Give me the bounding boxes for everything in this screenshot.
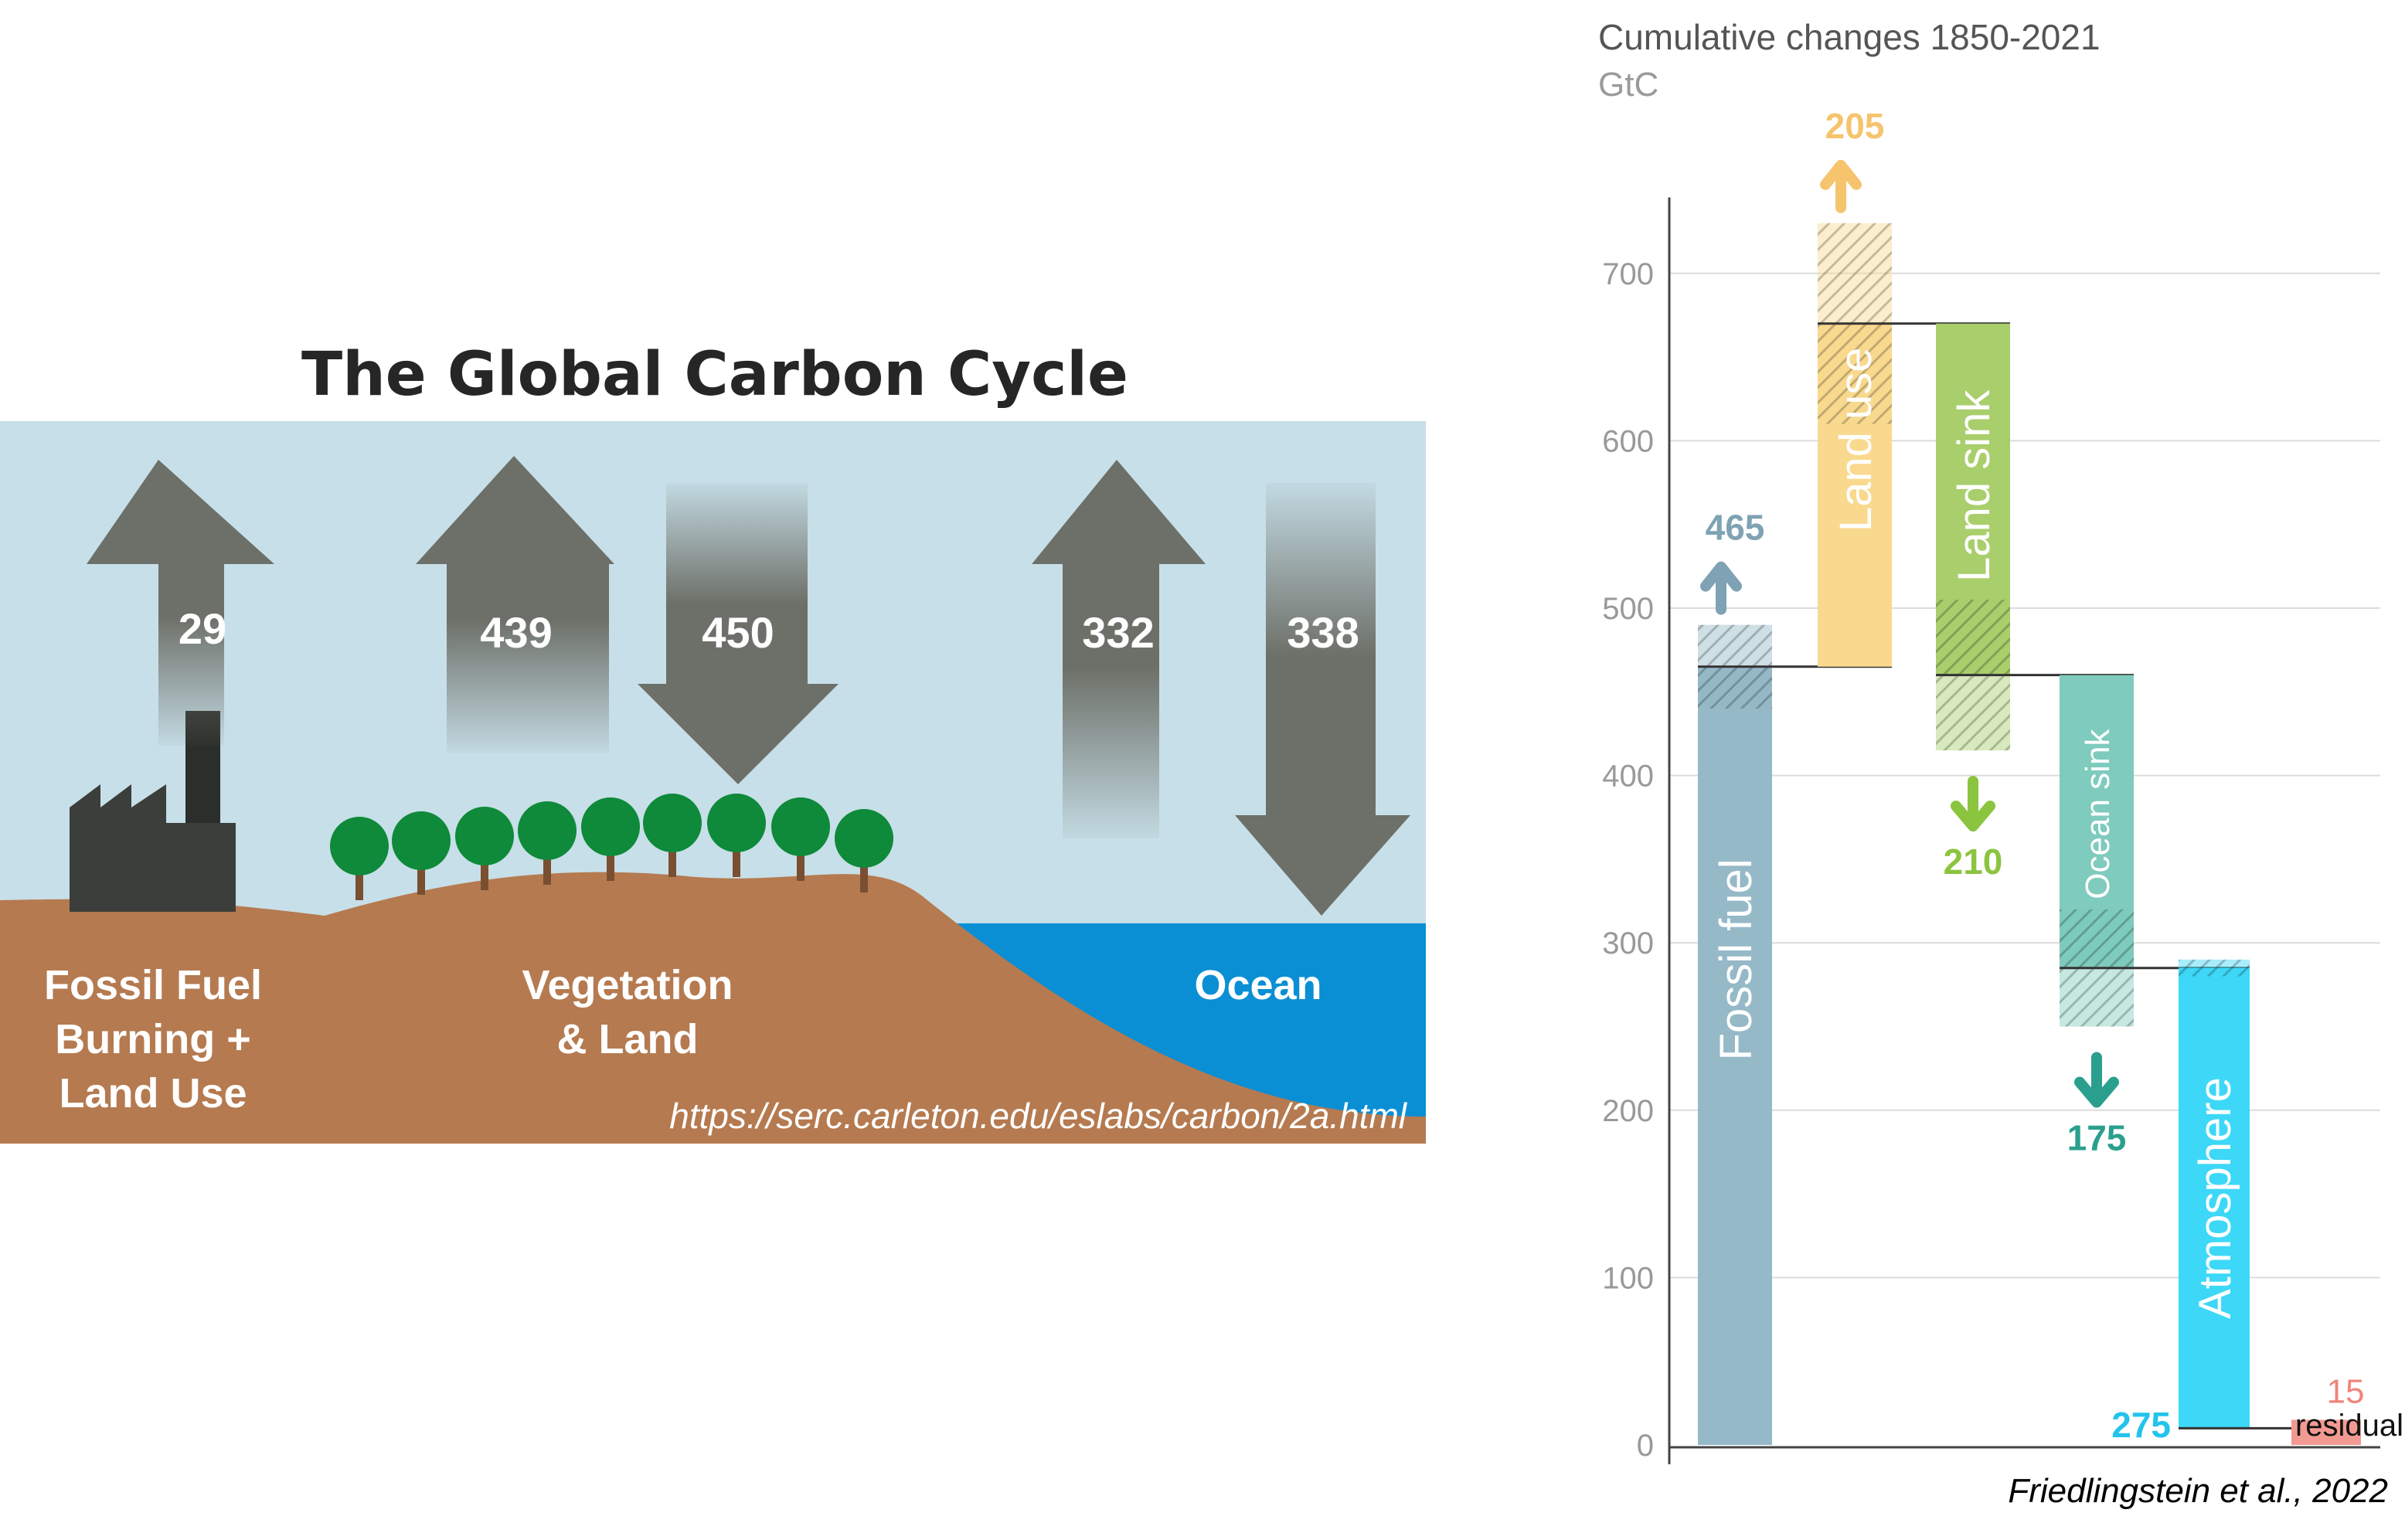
value-label-residual: 15: [2327, 1373, 2365, 1411]
flux-value-ocean-down: 338: [1287, 608, 1359, 657]
cumulative-changes-chart: Cumulative changes 1850-2021 GtC 0 100 200…: [1598, 17, 2403, 1464]
y-tick-label: 200: [1602, 1094, 1654, 1128]
region-label-vegetation-line2: & Land: [557, 1016, 699, 1062]
flux-value-ocean-up: 332: [1082, 608, 1154, 657]
arrow-down-icon: [1951, 776, 1995, 832]
carbon-cycle-diagram: 29 439 450 332 338 Fossil Fuel Burning +…: [0, 421, 1426, 1144]
bar-label-land-use: Land use: [1831, 347, 1881, 532]
y-tick-label: 100: [1602, 1261, 1654, 1295]
chart-title: Cumulative changes 1850-2021: [1598, 17, 2101, 57]
flux-arrow-vegetation-up: [416, 456, 614, 753]
y-tick-label: 700: [1602, 257, 1654, 291]
ground-hill: [0, 872, 1426, 1144]
y-tick-label: 0: [1637, 1429, 1654, 1463]
bar-label-fossil-fuel: Fossil fuel: [1711, 858, 1761, 1060]
bar-label-land-sink: Land sink: [1949, 389, 1999, 582]
flux-arrow-ocean-up: [1032, 460, 1206, 838]
chart-subtitle: GtC: [1598, 66, 1658, 104]
arrow-up-icon: [1820, 159, 1862, 213]
y-tick-label: 500: [1602, 592, 1654, 626]
region-label-vegetation-line1: Vegetation: [522, 962, 733, 1008]
y-tick-label: 400: [1602, 760, 1654, 794]
flux-value-fossil-up: 29: [179, 604, 226, 653]
chart-credit: Friedlingstein et al., 2022: [2008, 1472, 2388, 1510]
source-url[interactable]: https://serc.carleton.edu/eslabs/carbon/…: [669, 1096, 1408, 1136]
arrow-down-icon: [2074, 1052, 2119, 1108]
value-label-land-sink: 210: [1944, 841, 2003, 882]
y-tick-label: 300: [1602, 926, 1654, 960]
value-label-land-use: 205: [1825, 106, 1885, 146]
region-label-fossil-line1: Fossil Fuel: [44, 962, 262, 1008]
value-label-atmosphere: 275: [2111, 1405, 2171, 1445]
flux-arrow-fossil-up: [87, 460, 274, 746]
flux-value-vegetation-up: 439: [480, 608, 552, 657]
cycle-title: The Global Carbon Cycle: [301, 340, 1128, 410]
y-tick-label: 600: [1602, 424, 1654, 458]
region-label-ocean: Ocean: [1194, 962, 1322, 1008]
bar-label-atmosphere: Atmosphere: [2190, 1077, 2240, 1319]
bar-label-ocean-sink: Ocean sink: [2079, 729, 2117, 899]
arrow-up-icon: [1700, 561, 1742, 615]
flux-arrow-vegetation-down: [638, 483, 839, 784]
region-label-fossil-line2: Burning +: [55, 1016, 251, 1062]
flux-arrow-ocean-down: [1235, 483, 1410, 916]
value-label-ocean-sink: 175: [2067, 1118, 2127, 1158]
tree-row: [330, 794, 893, 900]
bar-label-residual: residual: [2295, 1409, 2403, 1443]
bar-residual: [2291, 1419, 2361, 1445]
value-label-fossil-fuel: 465: [1706, 508, 1765, 548]
flux-value-vegetation-down: 450: [702, 608, 774, 657]
bar-fossil-fuel: [1698, 666, 1772, 1445]
uncertainty-atmosphere: [2179, 959, 2250, 977]
bar-atmosphere: [2179, 967, 2250, 1429]
region-label-fossil-line3: Land Use: [59, 1070, 247, 1117]
